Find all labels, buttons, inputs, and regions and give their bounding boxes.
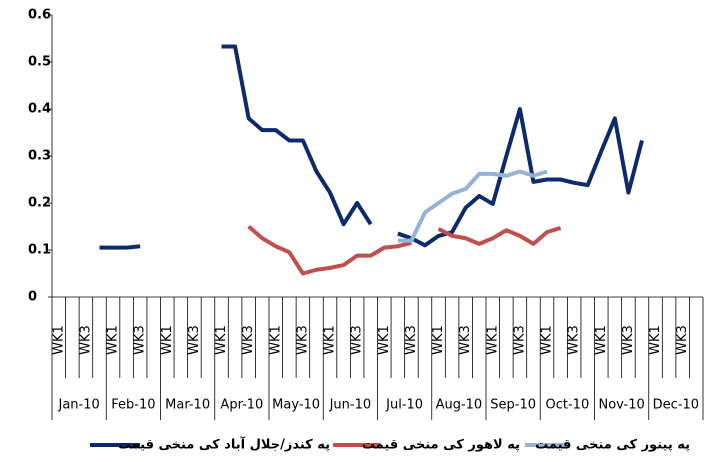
x-tick-label: WK1 [51, 325, 66, 355]
x-tick-label: WK3 [458, 325, 473, 355]
legend-label: په پینور کی منخی قیمت [535, 438, 690, 453]
y-tick-label: 0.2 [28, 196, 51, 211]
x-group-label: Jul-10 [385, 398, 423, 413]
x-tick-label: WK1 [160, 325, 175, 355]
x-tick-label: WK3 [404, 325, 419, 355]
legend-label: په کندز/جلال آباد کی منخی قیمت [118, 436, 330, 453]
x-group-label: Jan-10 [57, 398, 99, 413]
y-tick-label: 0.1 [28, 243, 51, 258]
x-tick-label: WK1 [594, 325, 609, 355]
x-tick-label: WK1 [485, 325, 500, 355]
x-tick-label: WK1 [268, 325, 283, 355]
y-tick-label: 0.6 [28, 8, 51, 23]
x-group-label: Dec-10 [653, 398, 699, 413]
x-tick-label: WK1 [106, 325, 121, 355]
x-tick-label: WK1 [540, 325, 555, 355]
x-tick-label: WK1 [214, 325, 229, 355]
x-group-label: Nov-10 [598, 398, 644, 413]
x-tick-label: WK3 [187, 325, 202, 355]
x-tick-label: WK3 [512, 325, 527, 355]
x-tick-label: WK3 [295, 325, 310, 355]
x-tick-label: WK1 [377, 325, 392, 355]
series-line [99, 44, 644, 250]
x-tick-label: WK3 [241, 325, 256, 355]
x-group-label: Apr-10 [220, 398, 263, 413]
x-tick-label: WK3 [621, 325, 636, 355]
x-tick-label: WK1 [648, 325, 663, 355]
x-group-label: May-10 [272, 398, 320, 413]
x-tick-label: WK3 [567, 325, 582, 355]
y-tick-label: 0 [28, 290, 37, 305]
x-tick-label: WK3 [350, 325, 365, 355]
y-tick-label: 0.5 [28, 55, 51, 70]
x-group-label: Oct-10 [546, 398, 590, 413]
x-group-label: Sep-10 [490, 398, 536, 413]
x-group-label: Mar-10 [165, 398, 210, 413]
legend-label: په لاهور کی منخی قیمت [362, 438, 520, 453]
x-tick-label: WK3 [675, 325, 690, 355]
x-group-label: Feb-10 [111, 398, 155, 413]
x-tick-label: WK3 [78, 325, 93, 355]
series-line [247, 224, 562, 276]
x-group-label: Jun-10 [329, 398, 372, 413]
x-tick-label: WK3 [133, 325, 148, 355]
x-group-label: Aug-10 [436, 398, 483, 413]
x-tick-label: WK1 [323, 325, 338, 355]
x-tick-label: WK1 [431, 325, 446, 355]
series-line [397, 169, 548, 243]
y-tick-label: 0.4 [28, 102, 51, 117]
y-tick-label: 0.3 [28, 149, 51, 164]
